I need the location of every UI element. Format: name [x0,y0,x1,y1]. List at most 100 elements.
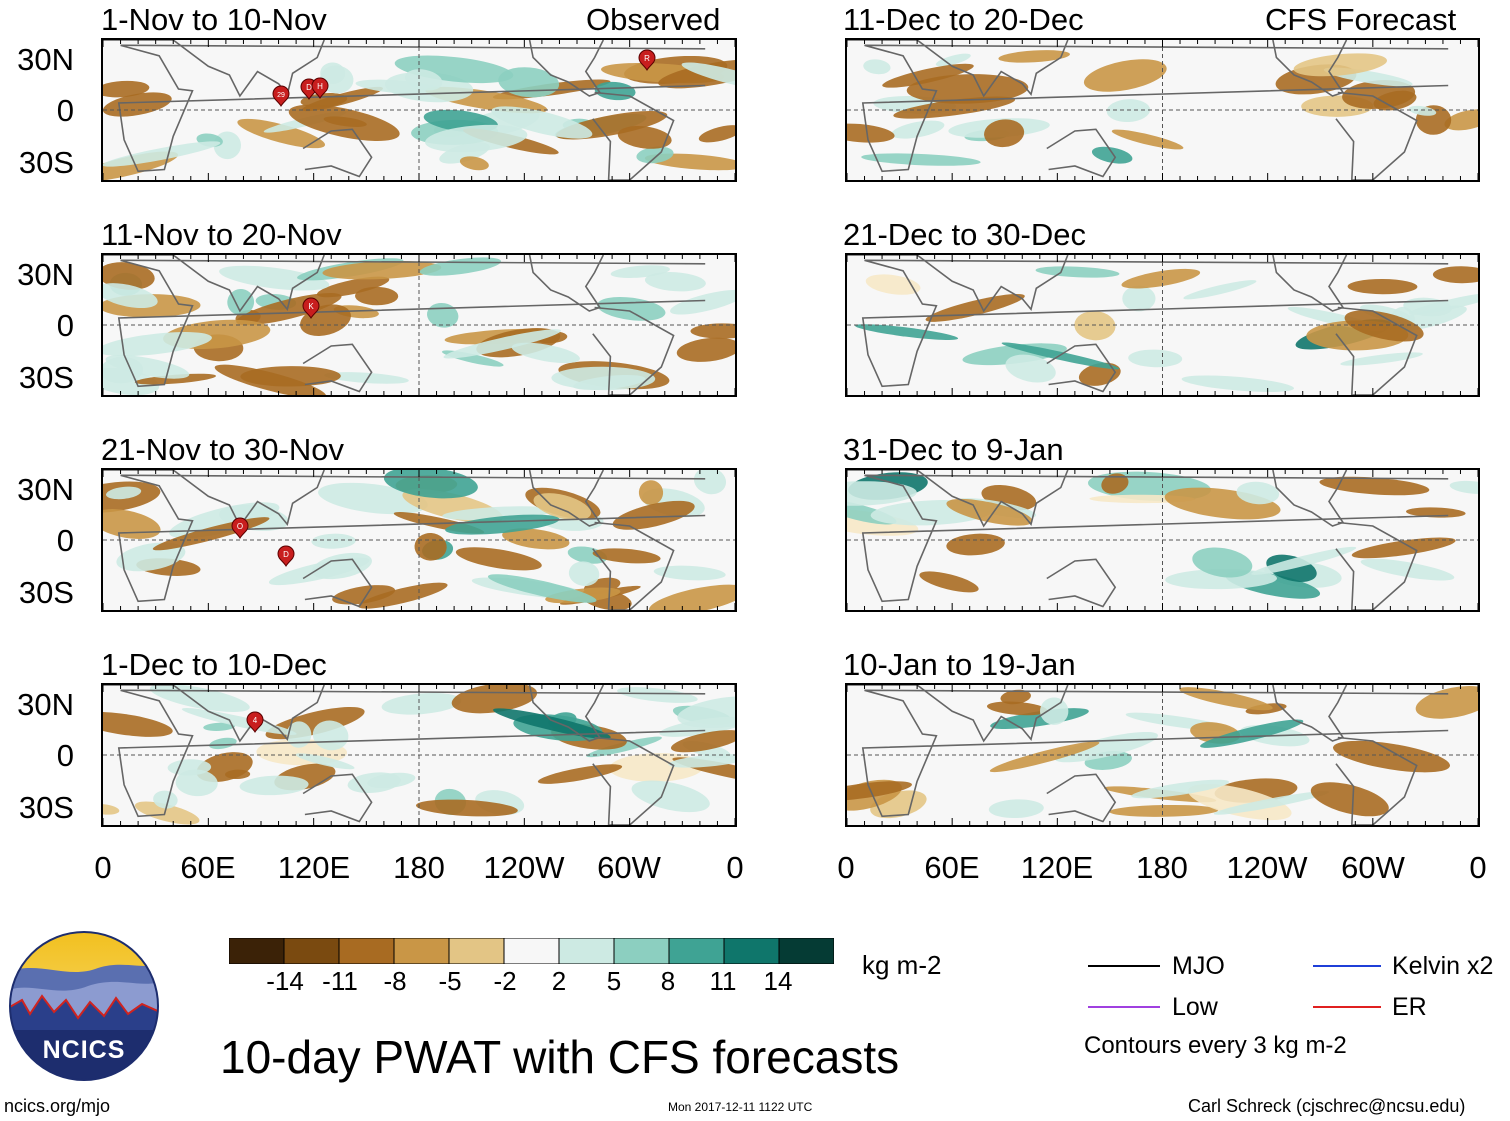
footer-credit: Carl Schreck (cjschrec@ncsu.edu) [1188,1096,1466,1116]
panel-title-fc2: 21-Dec to 30-Dec [843,217,1086,252]
anomaly-blob [617,687,698,703]
coastline [861,474,1449,603]
anomaly-blob [847,781,912,802]
anomaly-blob [882,63,974,88]
coastline [592,91,675,180]
coastline [1335,736,1418,825]
anomaly-blob [847,509,919,536]
anomaly-blob [103,283,158,309]
coastline [861,259,1449,388]
anomaly-blob [935,53,971,67]
map-field-fc4 [847,685,1478,825]
anomaly-blob [103,803,120,815]
anomaly-blob [988,799,1044,819]
anomaly-blob [644,272,706,292]
coastline [302,558,373,608]
anomaly-blob [322,260,442,280]
anomaly-blob [1408,292,1478,315]
legend-line-low [1088,1006,1160,1008]
anomaly-blob [1251,546,1357,575]
map-field-fc1 [847,40,1478,180]
colorbar-swatches [229,938,834,964]
anomaly-blob [1347,278,1418,295]
storm-pin-icon: R [638,49,656,71]
y-tick-0: 0 [56,93,74,128]
x-tick-120e: 120E [277,850,351,885]
anomaly-blob [863,59,891,75]
storm-marker-label: D [283,550,289,559]
map-panel-fc3 [845,468,1480,612]
coastline [103,40,325,98]
colorbar-swatch [668,938,725,964]
map-field-obs4 [103,685,735,825]
coastline [302,343,373,393]
colorbar-swatch [613,938,670,964]
anomaly-blob [288,104,400,141]
ncics-logo: NCICS [8,930,160,1082]
x-tick-60w: 60W [597,850,661,885]
anomaly-blob [227,288,255,316]
x-tick-180: 180 [1136,850,1188,885]
anomaly-blob [690,323,735,339]
storm-marker: K [302,297,320,319]
anomaly-blob [240,366,341,387]
anomaly-blob [381,693,462,715]
anomaly-blob [491,106,593,139]
coastline [117,689,706,818]
panel-label-cfs-forecast: CFS Forecast [1265,2,1457,37]
anomaly-blob [169,502,280,539]
x-tick-0: 0 [837,850,855,885]
anomaly-blob [610,265,670,278]
coastline [103,470,325,528]
legend-line-er [1313,1006,1381,1008]
footer-url[interactable]: ncics.org/mjo [4,1096,111,1116]
map-panel-obs3 [101,468,737,612]
anomaly-blob [636,146,674,164]
coastline [592,736,675,825]
anomaly-blob [1083,59,1167,92]
anomaly-blob [355,286,399,306]
anomaly-blob [1122,285,1156,312]
anomaly-blob [311,552,372,580]
colorbar-swatch [393,938,450,964]
anomaly-blob [670,730,735,753]
anomaly-blob [1213,791,1329,815]
anomaly-blob [998,50,1070,63]
y-tick-0: 0 [56,523,74,558]
anomaly-blob [586,736,662,758]
x-tick-60e: 60E [924,850,980,885]
x-tick-120e: 120E [1020,850,1094,885]
map-panel-obs1 [101,38,737,182]
colorbar-swatch [448,938,505,964]
x-tick-120w: 120W [483,850,565,885]
colorbar-swatch [503,938,560,964]
colorbar-swatch [558,938,615,964]
anomaly-blob [1109,804,1219,817]
coastline [528,255,605,312]
storm-marker-label: K [308,302,314,311]
storm-pin-icon: O [231,517,249,539]
anomaly-blob [1188,784,1292,821]
anomaly-blob [415,799,518,817]
contour-note: Contours every 3 kg m-2 [1084,1032,1347,1059]
colorbar-tick: -11 [322,966,358,996]
anomaly-blob [311,533,356,549]
anomaly-blob [919,571,979,593]
anomaly-blob [698,125,735,143]
map-field-obs2 [103,255,735,395]
coastline [1046,128,1117,178]
anomaly-blob [1373,90,1417,111]
anomaly-blob [861,153,981,166]
coastline [1046,558,1117,608]
coastline [117,259,706,388]
coastline [847,685,1069,743]
coastline [1046,343,1117,393]
coastline [1272,470,1348,527]
anomaly-blob [1340,352,1423,366]
map-field-obs3 [103,470,735,610]
coastline [528,470,605,527]
anomaly-blob [487,574,597,603]
colorbar-swatch [723,938,780,964]
colorbar-tick: 5 [606,966,622,996]
x-tick-180: 180 [393,850,445,885]
